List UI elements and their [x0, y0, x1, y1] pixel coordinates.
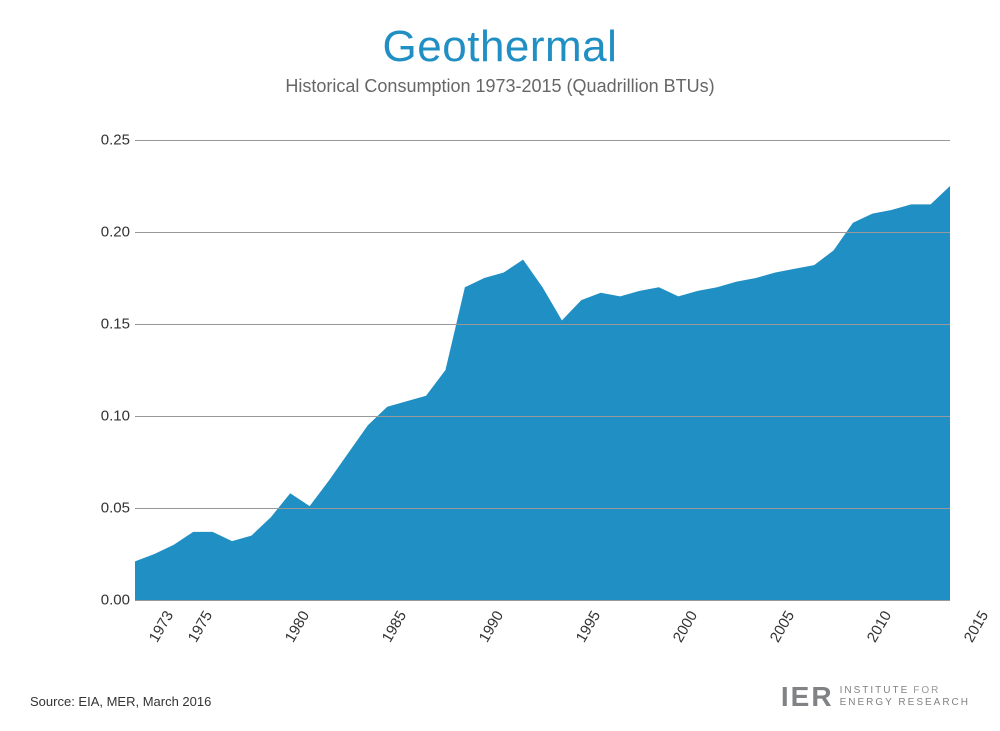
x-tick-label: 1980	[282, 608, 313, 645]
y-tick-label: 0.05	[90, 500, 130, 517]
x-tick-label: 2015	[961, 608, 992, 645]
area-path	[135, 186, 950, 600]
logo-ier-text: IER	[781, 681, 834, 713]
chart-title: Geothermal	[0, 22, 1000, 72]
x-tick-label: 1995	[573, 608, 604, 645]
x-tick-label: 2000	[670, 608, 701, 645]
logo-line2: ENERGY RESEARCH	[840, 697, 970, 709]
source-text: Source: EIA, MER, March 2016	[30, 694, 211, 709]
x-tick-label: 1973	[146, 608, 177, 645]
grid-line	[135, 416, 950, 417]
area-chart-svg	[135, 140, 950, 600]
logo-line1b: FOR	[913, 685, 940, 696]
grid-line	[135, 600, 950, 601]
plot-area: 0.000.050.100.150.200.251973197519801985…	[90, 140, 950, 620]
x-tick-label: 2005	[767, 608, 798, 645]
x-tick-label: 1975	[184, 608, 215, 645]
y-tick-label: 0.10	[90, 408, 130, 425]
grid-line	[135, 232, 950, 233]
y-tick-label: 0.00	[90, 592, 130, 609]
x-tick-label: 2010	[864, 608, 895, 645]
grid-line	[135, 324, 950, 325]
logo-line1a: INSTITUTE	[840, 685, 910, 696]
chart-subtitle: Historical Consumption 1973-2015 (Quadri…	[0, 76, 1000, 97]
y-tick-label: 0.25	[90, 132, 130, 149]
x-tick-label: 1990	[476, 608, 507, 645]
y-tick-label: 0.20	[90, 224, 130, 241]
ier-logo: IER INSTITUTEFOR ENERGY RESEARCH	[781, 681, 970, 713]
x-tick-label: 1985	[379, 608, 410, 645]
y-tick-label: 0.15	[90, 316, 130, 333]
grid-line	[135, 140, 950, 141]
grid-line	[135, 508, 950, 509]
